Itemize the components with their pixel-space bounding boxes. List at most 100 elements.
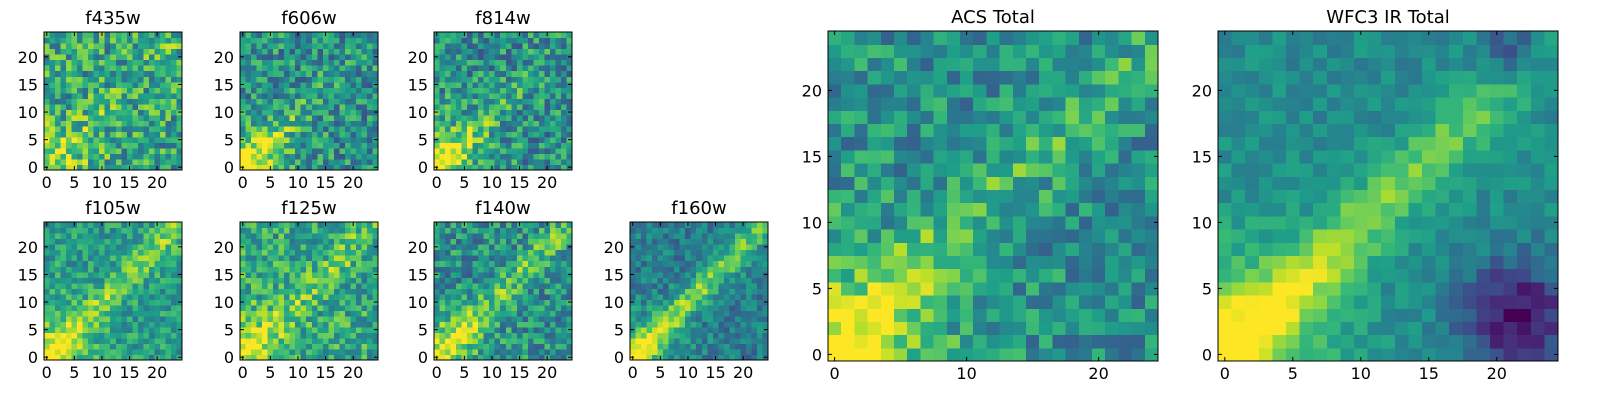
heatmap-cell [745, 249, 753, 256]
heatmap-cell [317, 332, 324, 339]
heatmap-cell [701, 343, 708, 350]
heatmap-cell [110, 282, 117, 289]
heatmap-cell [511, 70, 518, 77]
heatmap-cell [372, 59, 379, 66]
heatmap-cell [505, 348, 512, 356]
heatmap-cells [240, 222, 379, 361]
heatmap-cell [533, 136, 540, 143]
heatmap-cell [854, 163, 869, 177]
heatmap-cell [137, 244, 144, 251]
heatmap-cell [350, 255, 357, 262]
heatmap-cell [115, 233, 122, 240]
heatmap-cell [278, 103, 285, 110]
heatmap-cell [685, 293, 692, 300]
heatmap-cell [505, 271, 512, 278]
heatmap-cell [668, 310, 675, 317]
heatmap-cell [344, 65, 351, 72]
heatmap-cell [165, 153, 172, 160]
heatmap-cell [328, 348, 335, 356]
heatmap-cell [483, 125, 490, 132]
heatmap-cell [176, 304, 183, 311]
heatmap-cell [104, 244, 111, 251]
heatmap-cell [77, 109, 84, 116]
heatmap-cell [350, 81, 357, 88]
heatmap-cell [701, 255, 708, 262]
heatmap-cell [165, 233, 172, 240]
heatmap-cell [66, 48, 73, 55]
heatmap-cell [854, 308, 869, 322]
heatmap-cell [1065, 281, 1080, 296]
heatmap-cell [505, 142, 512, 149]
heatmap-cell [483, 222, 490, 229]
heatmap-cell [300, 222, 307, 229]
heatmap-cell [439, 315, 446, 322]
heatmap-cell [60, 255, 67, 262]
heatmap-cell [361, 288, 368, 295]
heatmap-cell [657, 315, 664, 322]
heatmap-cell [154, 260, 161, 267]
heatmap-cell [986, 281, 1001, 296]
heatmap-cell [461, 114, 468, 121]
heatmap-cell [104, 337, 111, 345]
heatmap-cell [489, 277, 496, 284]
heatmap-cell [467, 43, 474, 50]
heatmap-cell [361, 70, 368, 77]
heatmap-cell [516, 114, 523, 121]
heatmap-cell [317, 70, 324, 77]
heatmap-cell [245, 304, 252, 311]
heatmap-cell [278, 288, 285, 295]
heatmap-cell [1078, 295, 1093, 309]
heatmap-cell [973, 202, 987, 217]
heatmap-cell [99, 277, 106, 284]
heatmap-cell [82, 142, 89, 149]
heatmap-cell [566, 315, 573, 322]
heatmap-cell [55, 348, 62, 356]
heatmap-cell [328, 114, 335, 121]
heatmap-cell [456, 332, 463, 339]
heatmap-cell [132, 114, 139, 121]
heatmap-cell [1052, 268, 1067, 283]
heatmap-cell [240, 260, 247, 267]
heatmap-cell [494, 164, 501, 171]
heatmap-cell [472, 59, 479, 66]
heatmap-cell [1026, 255, 1040, 270]
heatmap-cell [132, 326, 139, 333]
heatmap-cell [999, 215, 1014, 230]
heatmap-cell [137, 315, 144, 322]
heatmap-cell [657, 244, 664, 251]
heatmap-cell [300, 103, 307, 110]
heatmap-cell [500, 244, 507, 251]
heatmap-cell [560, 32, 568, 39]
heatmap-cell [366, 103, 374, 110]
heatmap-cell [544, 288, 551, 295]
heatmap-cell [527, 255, 534, 262]
heatmap-cell [439, 109, 446, 116]
heatmap-cell [489, 233, 496, 240]
y-tick-label: 20 [214, 238, 234, 257]
heatmap-cell [478, 142, 485, 149]
heatmap-cell [245, 233, 252, 240]
heatmap-cell [751, 293, 758, 300]
heatmap-cell [317, 326, 324, 333]
heatmap-cell [251, 158, 258, 166]
heatmap-cell [544, 304, 551, 311]
heatmap-cell [461, 293, 468, 300]
heatmap-cell [560, 136, 568, 143]
heatmap-cell [472, 48, 479, 55]
heatmap-cell [1118, 281, 1133, 296]
heatmap-cell [522, 282, 529, 289]
heatmap-cell [544, 109, 551, 116]
heatmap-cell [756, 260, 764, 267]
heatmap-cell [361, 43, 368, 50]
heatmap-cell [439, 299, 446, 306]
heatmap-cell [110, 136, 117, 143]
heatmap-cell [104, 260, 111, 267]
heatmap-cell [126, 65, 133, 72]
heatmap-cell [679, 310, 686, 317]
heatmap-cell [751, 326, 758, 333]
heatmap-cell [445, 136, 452, 143]
heatmap-cell [734, 260, 741, 267]
heatmap-cell [44, 43, 51, 50]
heatmap-cell [560, 271, 568, 278]
heatmap-cell [723, 288, 730, 295]
